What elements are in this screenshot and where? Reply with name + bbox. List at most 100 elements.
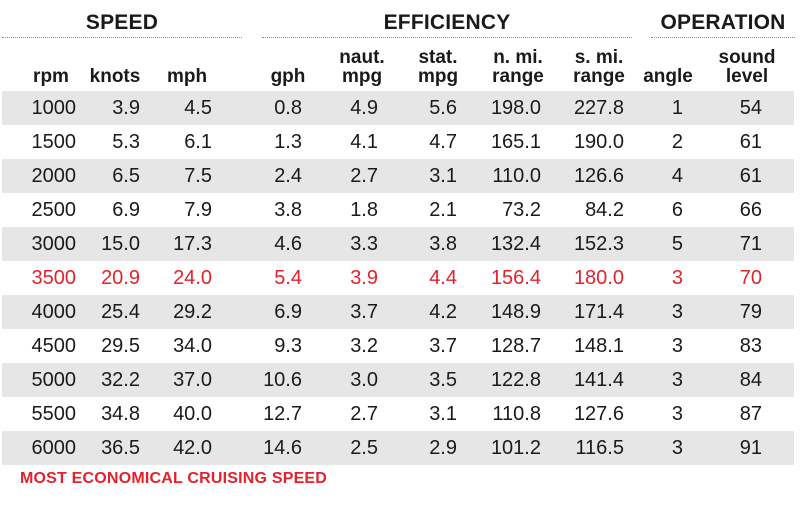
column-header-stat-mpg: stat. mpg xyxy=(417,47,459,87)
cell-mph: 42.0 xyxy=(173,437,212,459)
cell-stat-mpg: 2.9 xyxy=(429,437,457,459)
table-row: 5000 32.2 37.0 10.6 3.0 3.5 122.8 141.4 3 84 xyxy=(2,363,794,397)
cell-gph: 4.6 xyxy=(274,233,302,255)
cell-stat-mpg: 3.7 xyxy=(429,335,457,357)
cell-stat-mpg: 4.2 xyxy=(429,301,457,323)
group-title-operation: OPERATION xyxy=(660,11,786,34)
cell-rpm: 5000 xyxy=(31,369,77,391)
cell-sound-level: 79 xyxy=(739,301,762,323)
table-row: 1500 5.3 6.1 1.3 4.1 4.7 165.1 190.0 2 61 xyxy=(2,125,794,159)
column-header-s-mi-range: s. mi. range xyxy=(573,47,625,87)
table-row: 5500 34.8 40.0 12.7 2.7 3.1 110.8 127.6 3 87 xyxy=(2,397,794,431)
column-header-gph: gph xyxy=(270,66,306,87)
cell-n-mi-range: 128.7 xyxy=(490,335,541,357)
cell-gph: 2.4 xyxy=(274,165,302,187)
cell-n-mi-range: 73.2 xyxy=(502,199,541,221)
cell-rpm: 3000 xyxy=(31,233,77,255)
cell-sound-level: 70 xyxy=(739,267,762,289)
cell-knots: 20.9 xyxy=(101,267,140,289)
cell-s-mi-range: 126.6 xyxy=(573,165,624,187)
cell-s-mi-range: 148.1 xyxy=(573,335,624,357)
cell-gph: 3.8 xyxy=(274,199,302,221)
cell-gph: 9.3 xyxy=(274,335,302,357)
column-header-angle: angle xyxy=(643,66,693,87)
cell-stat-mpg: 3.8 xyxy=(429,233,457,255)
cell-n-mi-range: 122.8 xyxy=(490,369,541,391)
cell-angle: 5 xyxy=(671,233,683,255)
cell-gph: 10.6 xyxy=(263,369,302,391)
cell-knots: 3.9 xyxy=(112,97,140,119)
cell-mph: 7.5 xyxy=(184,165,212,187)
cell-sound-level: 87 xyxy=(739,403,762,425)
cell-naut-mpg: 4.1 xyxy=(350,131,378,153)
cell-n-mi-range: 156.4 xyxy=(490,267,541,289)
cell-stat-mpg: 3.1 xyxy=(429,165,457,187)
cell-knots: 6.5 xyxy=(112,165,140,187)
cell-angle: 3 xyxy=(671,403,683,425)
cell-knots: 5.3 xyxy=(112,131,140,153)
cell-sound-level: 71 xyxy=(739,233,762,255)
cell-knots: 25.4 xyxy=(101,301,140,323)
cell-stat-mpg: 5.6 xyxy=(429,97,457,119)
cell-mph: 24.0 xyxy=(173,267,212,289)
cell-knots: 29.5 xyxy=(101,335,140,357)
group-title-efficiency: EFFICIENCY xyxy=(383,11,511,34)
cell-angle: 3 xyxy=(671,267,683,289)
column-header-naut-mpg: naut. mpg xyxy=(339,47,385,87)
cell-rpm: 2500 xyxy=(31,199,77,221)
table-row-highlighted: 3500 20.9 24.0 5.4 3.9 4.4 156.4 180.0 3 70 xyxy=(2,261,794,295)
group-title-speed: SPEED xyxy=(85,11,159,34)
cell-rpm: 1000 xyxy=(31,97,77,119)
cell-rpm: 1500 xyxy=(31,131,77,153)
footnote: MOST ECONOMICAL CRUISING SPEED xyxy=(20,470,328,487)
table-row: 4000 25.4 29.2 6.9 3.7 4.2 148.9 171.4 3 79 xyxy=(2,295,794,329)
cell-mph: 17.3 xyxy=(173,233,212,255)
cell-stat-mpg: 3.1 xyxy=(429,403,457,425)
group-rule-operation xyxy=(651,37,795,38)
cell-knots: 34.8 xyxy=(101,403,140,425)
cell-s-mi-range: 180.0 xyxy=(573,267,624,289)
cell-sound-level: 84 xyxy=(739,369,762,391)
cell-s-mi-range: 152.3 xyxy=(573,233,624,255)
cell-rpm: 3500 xyxy=(31,267,77,289)
cell-stat-mpg: 2.1 xyxy=(429,199,457,221)
cell-angle: 2 xyxy=(671,131,683,153)
cell-sound-level: 83 xyxy=(739,335,762,357)
cell-mph: 4.5 xyxy=(184,97,212,119)
cell-n-mi-range: 110.8 xyxy=(492,403,541,425)
cell-rpm: 2000 xyxy=(31,165,77,187)
group-rule-speed xyxy=(2,37,242,38)
cell-sound-level: 61 xyxy=(739,165,762,187)
cell-s-mi-range: 116.5 xyxy=(575,437,624,459)
cell-naut-mpg: 3.3 xyxy=(350,233,378,255)
cell-mph: 34.0 xyxy=(173,335,212,357)
cell-s-mi-range: 227.8 xyxy=(573,97,624,119)
cell-naut-mpg: 2.5 xyxy=(350,437,378,459)
cell-sound-level: 91 xyxy=(739,437,762,459)
cell-n-mi-range: 148.9 xyxy=(490,301,541,323)
cell-naut-mpg: 2.7 xyxy=(350,165,378,187)
cell-rpm: 4000 xyxy=(31,301,77,323)
cell-stat-mpg: 4.4 xyxy=(429,267,457,289)
cell-angle: 4 xyxy=(671,165,683,187)
cell-naut-mpg: 3.0 xyxy=(350,369,378,391)
cell-n-mi-range: 101.2 xyxy=(490,437,541,459)
cell-mph: 6.1 xyxy=(184,131,212,153)
table-row: 1000 3.9 4.5 0.8 4.9 5.6 198.0 227.8 1 54 xyxy=(2,91,794,125)
cell-gph: 14.6 xyxy=(263,437,302,459)
cell-knots: 32.2 xyxy=(101,369,140,391)
cell-rpm: 4500 xyxy=(31,335,77,357)
cell-stat-mpg: 3.5 xyxy=(429,369,457,391)
column-header-knots: knots xyxy=(89,66,141,87)
cell-knots: 36.5 xyxy=(101,437,140,459)
cell-naut-mpg: 3.9 xyxy=(350,267,378,289)
cell-mph: 29.2 xyxy=(173,301,212,323)
column-header-mph: mph xyxy=(166,66,208,87)
column-header-sound-level: sound level xyxy=(718,47,776,87)
cell-s-mi-range: 190.0 xyxy=(573,131,624,153)
cell-n-mi-range: 132.4 xyxy=(490,233,541,255)
column-header-rpm: rpm xyxy=(33,66,69,87)
cell-s-mi-range: 171.4 xyxy=(573,301,624,323)
cell-knots: 15.0 xyxy=(101,233,140,255)
cell-rpm: 6000 xyxy=(31,437,77,459)
